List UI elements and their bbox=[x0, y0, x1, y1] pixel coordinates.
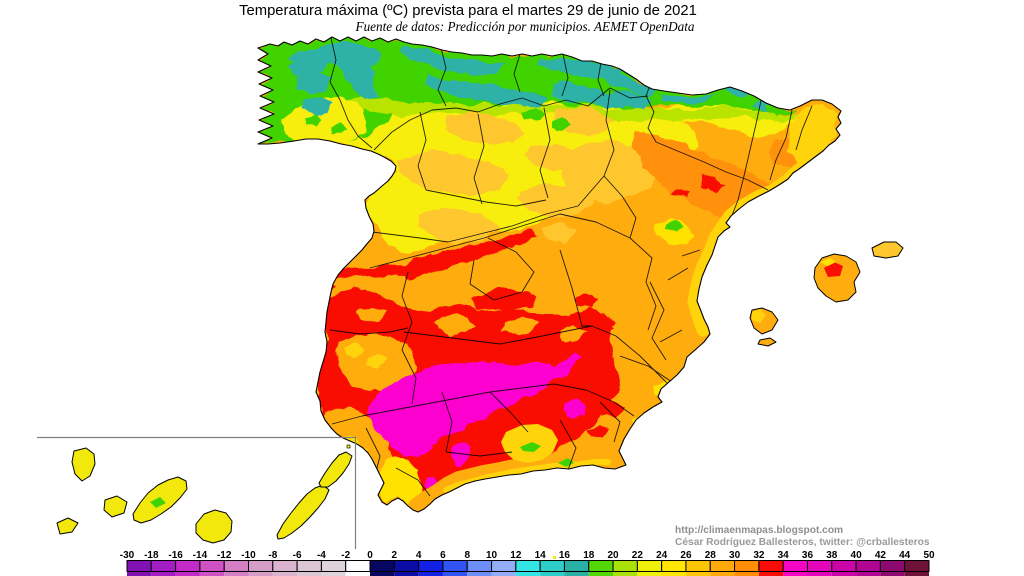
svg-text:44: 44 bbox=[899, 550, 911, 561]
svg-text:César Rodríguez Ballesteros, t: César Rodríguez Ballesteros, twitter: @c… bbox=[675, 537, 930, 548]
svg-text:8: 8 bbox=[464, 550, 470, 561]
svg-text:40: 40 bbox=[851, 550, 863, 561]
svg-text:-12: -12 bbox=[217, 550, 232, 561]
svg-text:4: 4 bbox=[416, 550, 422, 561]
svg-text:22: 22 bbox=[632, 550, 644, 561]
svg-text:14: 14 bbox=[535, 550, 547, 561]
svg-text:0: 0 bbox=[367, 550, 373, 561]
svg-text:12: 12 bbox=[510, 550, 522, 561]
svg-text:20: 20 bbox=[607, 550, 619, 561]
svg-text:36: 36 bbox=[802, 550, 814, 561]
svg-text:-6: -6 bbox=[293, 550, 302, 561]
svg-text:32: 32 bbox=[753, 550, 765, 561]
svg-text:28: 28 bbox=[705, 550, 717, 561]
svg-text:50: 50 bbox=[923, 550, 935, 561]
svg-text:-18: -18 bbox=[144, 550, 159, 561]
svg-text:-10: -10 bbox=[241, 550, 256, 561]
svg-text:18: 18 bbox=[583, 550, 595, 561]
svg-text:-16: -16 bbox=[168, 550, 183, 561]
svg-text:Temperatura máxima (ºC) previs: Temperatura máxima (ºC) prevista para el… bbox=[239, 3, 697, 19]
svg-text:http://climaenmapas.blogspot.c: http://climaenmapas.blogspot.com bbox=[675, 525, 843, 536]
svg-text:42: 42 bbox=[875, 550, 887, 561]
svg-text:30: 30 bbox=[729, 550, 741, 561]
svg-text:38: 38 bbox=[826, 550, 838, 561]
svg-text:-14: -14 bbox=[193, 550, 208, 561]
svg-text:16: 16 bbox=[559, 550, 571, 561]
svg-text:26: 26 bbox=[680, 550, 692, 561]
svg-text:Fuente de datos: Predicción po: Fuente de datos: Predicción por municipi… bbox=[355, 19, 695, 34]
svg-text:-30: -30 bbox=[120, 550, 135, 561]
svg-text:10: 10 bbox=[486, 550, 498, 561]
svg-text:-4: -4 bbox=[317, 550, 326, 561]
svg-text:34: 34 bbox=[778, 550, 790, 561]
svg-text:24: 24 bbox=[656, 550, 668, 561]
svg-text:-2: -2 bbox=[341, 550, 350, 561]
svg-text:2: 2 bbox=[392, 550, 398, 561]
svg-text:-8: -8 bbox=[268, 550, 277, 561]
svg-text:6: 6 bbox=[440, 550, 446, 561]
